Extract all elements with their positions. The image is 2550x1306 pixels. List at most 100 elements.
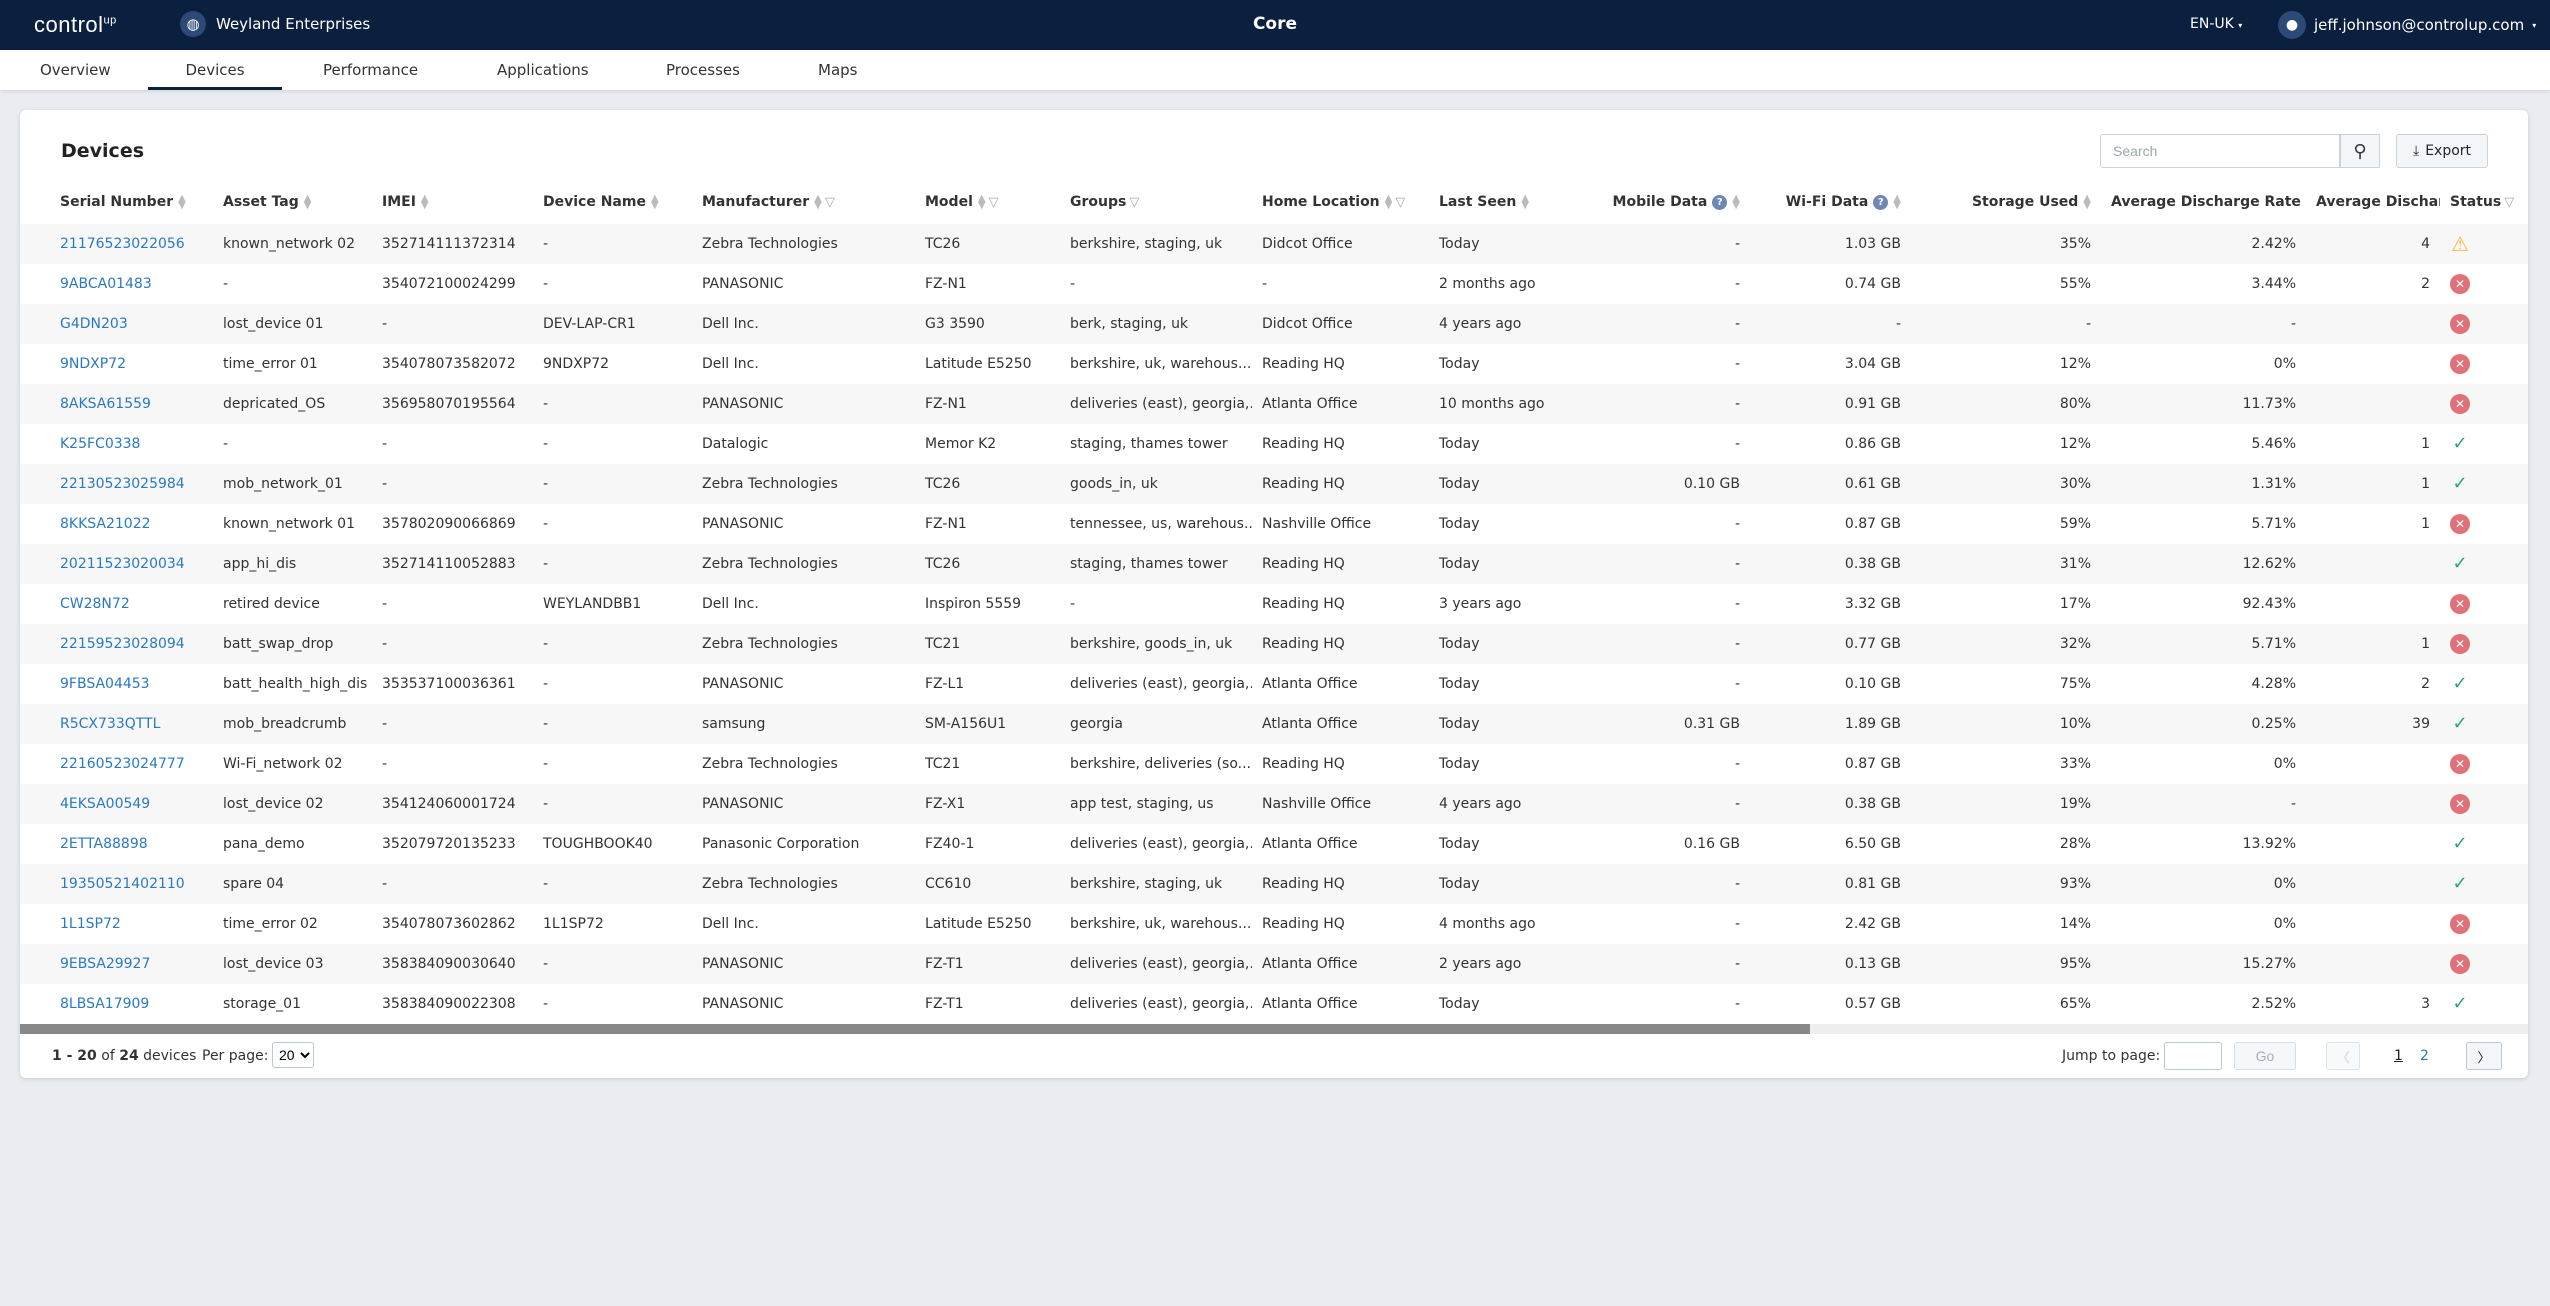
column-header-model[interactable]: Model ▲ ▼ ▽ bbox=[915, 180, 1060, 224]
sort-icon[interactable]: ▲ ▼ bbox=[303, 193, 312, 211]
table-row[interactable]: 20211523020034 app_hi_dis 352714110052883 -… bbox=[20, 544, 2528, 584]
serial-number-link[interactable]: 9ABCA01483 bbox=[60, 276, 152, 292]
sort-icon[interactable]: ▲ ▼ bbox=[1521, 193, 1530, 211]
sort-icon[interactable]: ▲ ▼ bbox=[1893, 193, 1901, 211]
cell-wi-fi-data: 3.32 GB bbox=[1844, 596, 1901, 612]
serial-number-link[interactable]: 8KKSA21022 bbox=[60, 516, 151, 532]
column-header-groups[interactable]: Groups ▽ bbox=[1060, 180, 1252, 224]
table-row[interactable]: K25FC0338 - - - Datalogic Memor K2 staging, th… bbox=[20, 424, 2528, 464]
page-1-link[interactable]: 1 bbox=[2394, 1048, 2403, 1064]
serial-number-link[interactable]: 19350521402110 bbox=[60, 876, 185, 892]
horizontal-scrollbar[interactable] bbox=[20, 1024, 2528, 1034]
table-row[interactable]: 8LBSA17909 storage_01 358384090022308 - PANA… bbox=[20, 984, 2528, 1024]
sort-icon[interactable]: ▲ ▼ bbox=[420, 193, 429, 211]
column-header-last-seen[interactable]: Last Seen ▲ ▼ bbox=[1429, 180, 1590, 224]
next-page-button[interactable]: 〉 bbox=[2466, 1042, 2502, 1070]
table-row[interactable]: CW28N72 retired device - WEYLANDBB1 Dell Inc… bbox=[20, 584, 2528, 624]
column-header-home-location[interactable]: Home Location ▲ ▼ ▽ bbox=[1252, 180, 1429, 224]
column-header-asset-tag[interactable]: Asset Tag ▲ ▼ bbox=[213, 180, 372, 224]
serial-number-link[interactable]: 9FBSA04453 bbox=[60, 676, 150, 692]
table-row[interactable]: 2ETTA88898 pana_demo 352079720135233 TOUGHB… bbox=[20, 824, 2528, 864]
column-header-imei[interactable]: IMEI ▲ ▼ bbox=[372, 180, 533, 224]
sort-icon[interactable]: ▲ ▼ bbox=[650, 193, 659, 211]
user-menu[interactable]: ● jeff.johnson@controlup.com ▾ bbox=[2278, 11, 2536, 39]
sort-icon[interactable]: ▲ ▼ bbox=[178, 193, 186, 211]
column-header-wi-fi-data[interactable]: Wi-Fi Data? ▲ ▼ bbox=[1750, 180, 1911, 224]
table-row[interactable]: 9NDXP72 time_error 01 354078073582072 9NDXP… bbox=[20, 344, 2528, 384]
cell-home-location: Atlanta Office bbox=[1262, 716, 1358, 732]
controlup-logo[interactable]: controlup bbox=[34, 12, 117, 38]
filter-icon[interactable]: ▽ bbox=[988, 195, 999, 210]
table-row[interactable]: 19350521402110 spare 04 - - Zebra Technologi… bbox=[20, 864, 2528, 904]
serial-number-link[interactable]: R5CX733QTTL bbox=[60, 716, 161, 732]
table-row[interactable]: 22160523024777 Wi-Fi_network 02 - - Zebra Te… bbox=[20, 744, 2528, 784]
serial-number-link[interactable]: 8AKSA61559 bbox=[60, 396, 151, 412]
search-input[interactable] bbox=[2100, 134, 2340, 168]
tab-applications[interactable]: Applications bbox=[497, 61, 589, 79]
sort-icon[interactable]: ▲ ▼ bbox=[814, 193, 822, 211]
serial-number-link[interactable]: 22160523024777 bbox=[60, 756, 185, 772]
tab-processes[interactable]: Processes bbox=[666, 61, 740, 79]
serial-number-link[interactable]: 22159523028094 bbox=[60, 636, 185, 652]
column-header-average-discharge-rate[interactable]: Average Discharge Rate▲▼ bbox=[2101, 180, 2306, 224]
filter-icon[interactable]: ▽ bbox=[2504, 195, 2515, 210]
jump-to-page-input[interactable] bbox=[2164, 1042, 2222, 1070]
filter-icon[interactable]: ▽ bbox=[1395, 195, 1406, 210]
help-icon[interactable]: ? bbox=[1873, 194, 1889, 210]
table-row[interactable]: 21176523022056 known_network 02 3527141113… bbox=[20, 224, 2528, 264]
per-page-select[interactable]: 20 bbox=[272, 1042, 314, 1068]
serial-number-link[interactable]: 1L1SP72 bbox=[60, 916, 121, 932]
go-button[interactable]: Go bbox=[2234, 1042, 2296, 1070]
column-header-mobile-data[interactable]: Mobile Data? ▲ ▼ bbox=[1590, 180, 1750, 224]
column-header-status[interactable]: Status ▽ bbox=[2440, 180, 2528, 224]
filter-icon[interactable]: ▽ bbox=[824, 195, 835, 210]
export-button[interactable]: ⤓ Export bbox=[2396, 134, 2488, 168]
table-row[interactable]: 9EBSA29927 lost_device 03 358384090030640 -… bbox=[20, 944, 2528, 984]
table-row[interactable]: 9ABCA01483 - 354072100024299 - PANASONIC FZ-N… bbox=[20, 264, 2528, 304]
serial-number-link[interactable]: G4DN203 bbox=[60, 316, 128, 332]
org-selector[interactable]: ◍ Weyland Enterprises bbox=[180, 11, 370, 37]
search-button[interactable]: ⚲ bbox=[2340, 134, 2380, 168]
scrollbar-thumb[interactable] bbox=[20, 1024, 1810, 1034]
column-header-serial-number[interactable]: Serial Number ▲ ▼ bbox=[20, 180, 213, 224]
table-row[interactable]: 4EKSA00549 lost_device 02 354124060001724 -… bbox=[20, 784, 2528, 824]
language-selector[interactable]: EN-UK ▾ bbox=[2190, 16, 2242, 32]
table-row[interactable]: 9FBSA04453 batt_health_high_dis 3535371000… bbox=[20, 664, 2528, 704]
sort-icon[interactable]: ▲ ▼ bbox=[2083, 193, 2091, 211]
table-row[interactable]: 22159523028094 batt_swap_drop - - Zebra Tech… bbox=[20, 624, 2528, 664]
column-header-device-name[interactable]: Device Name ▲ ▼ bbox=[533, 180, 692, 224]
previous-page-button[interactable]: 〈 bbox=[2326, 1042, 2360, 1070]
table-row[interactable]: 1L1SP72 time_error 02 354078073602862 1L1SP… bbox=[20, 904, 2528, 944]
serial-number-link[interactable]: 2ETTA88898 bbox=[60, 836, 148, 852]
tab-performance[interactable]: Performance bbox=[323, 61, 419, 79]
tab-maps[interactable]: Maps bbox=[818, 61, 858, 79]
filter-icon[interactable]: ▽ bbox=[1129, 195, 1140, 210]
cell-imei: - bbox=[382, 316, 388, 332]
cell-serial-number: G4DN203 bbox=[20, 304, 213, 344]
sort-icon[interactable]: ▲ ▼ bbox=[1732, 193, 1740, 211]
tab-overview[interactable]: Overview bbox=[40, 61, 111, 79]
cell-status: ✕ bbox=[2440, 944, 2528, 984]
table-row[interactable]: 8AKSA61559 depricated_OS 356958070195564 - P… bbox=[20, 384, 2528, 424]
table-row[interactable]: G4DN203 lost_device 01 - DEV-LAP-CR1 Dell In… bbox=[20, 304, 2528, 344]
table-row[interactable]: 22130523025984 mob_network_01 - - Zebra Tech… bbox=[20, 464, 2528, 504]
serial-number-link[interactable]: K25FC0338 bbox=[60, 436, 141, 452]
help-icon[interactable]: ? bbox=[1712, 194, 1728, 210]
serial-number-link[interactable]: 22130523025984 bbox=[60, 476, 185, 492]
tab-devices[interactable]: Devices bbox=[148, 61, 282, 90]
serial-number-link[interactable]: 4EKSA00549 bbox=[60, 796, 151, 812]
table-row[interactable]: 8KKSA21022 known_network 01 35780209006686… bbox=[20, 504, 2528, 544]
serial-number-link[interactable]: 21176523022056 bbox=[60, 236, 185, 252]
serial-number-link[interactable]: 8LBSA17909 bbox=[60, 996, 150, 1012]
column-header-average-dischar[interactable]: Average Dischar bbox=[2306, 180, 2440, 224]
column-header-storage-used[interactable]: Storage Used ▲ ▼ bbox=[1911, 180, 2101, 224]
column-header-manufacturer[interactable]: Manufacturer ▲ ▼ ▽ bbox=[692, 180, 915, 224]
serial-number-link[interactable]: 9NDXP72 bbox=[60, 356, 127, 372]
serial-number-link[interactable]: 20211523020034 bbox=[60, 556, 185, 572]
sort-icon[interactable]: ▲ ▼ bbox=[1384, 193, 1393, 211]
serial-number-link[interactable]: 9EBSA29927 bbox=[60, 956, 151, 972]
serial-number-link[interactable]: CW28N72 bbox=[60, 596, 130, 612]
table-row[interactable]: R5CX733QTTL mob_breadcrumb - - samsung SM-A15… bbox=[20, 704, 2528, 744]
sort-icon[interactable]: ▲ ▼ bbox=[977, 193, 986, 211]
page-2-link[interactable]: 2 bbox=[2420, 1048, 2429, 1064]
